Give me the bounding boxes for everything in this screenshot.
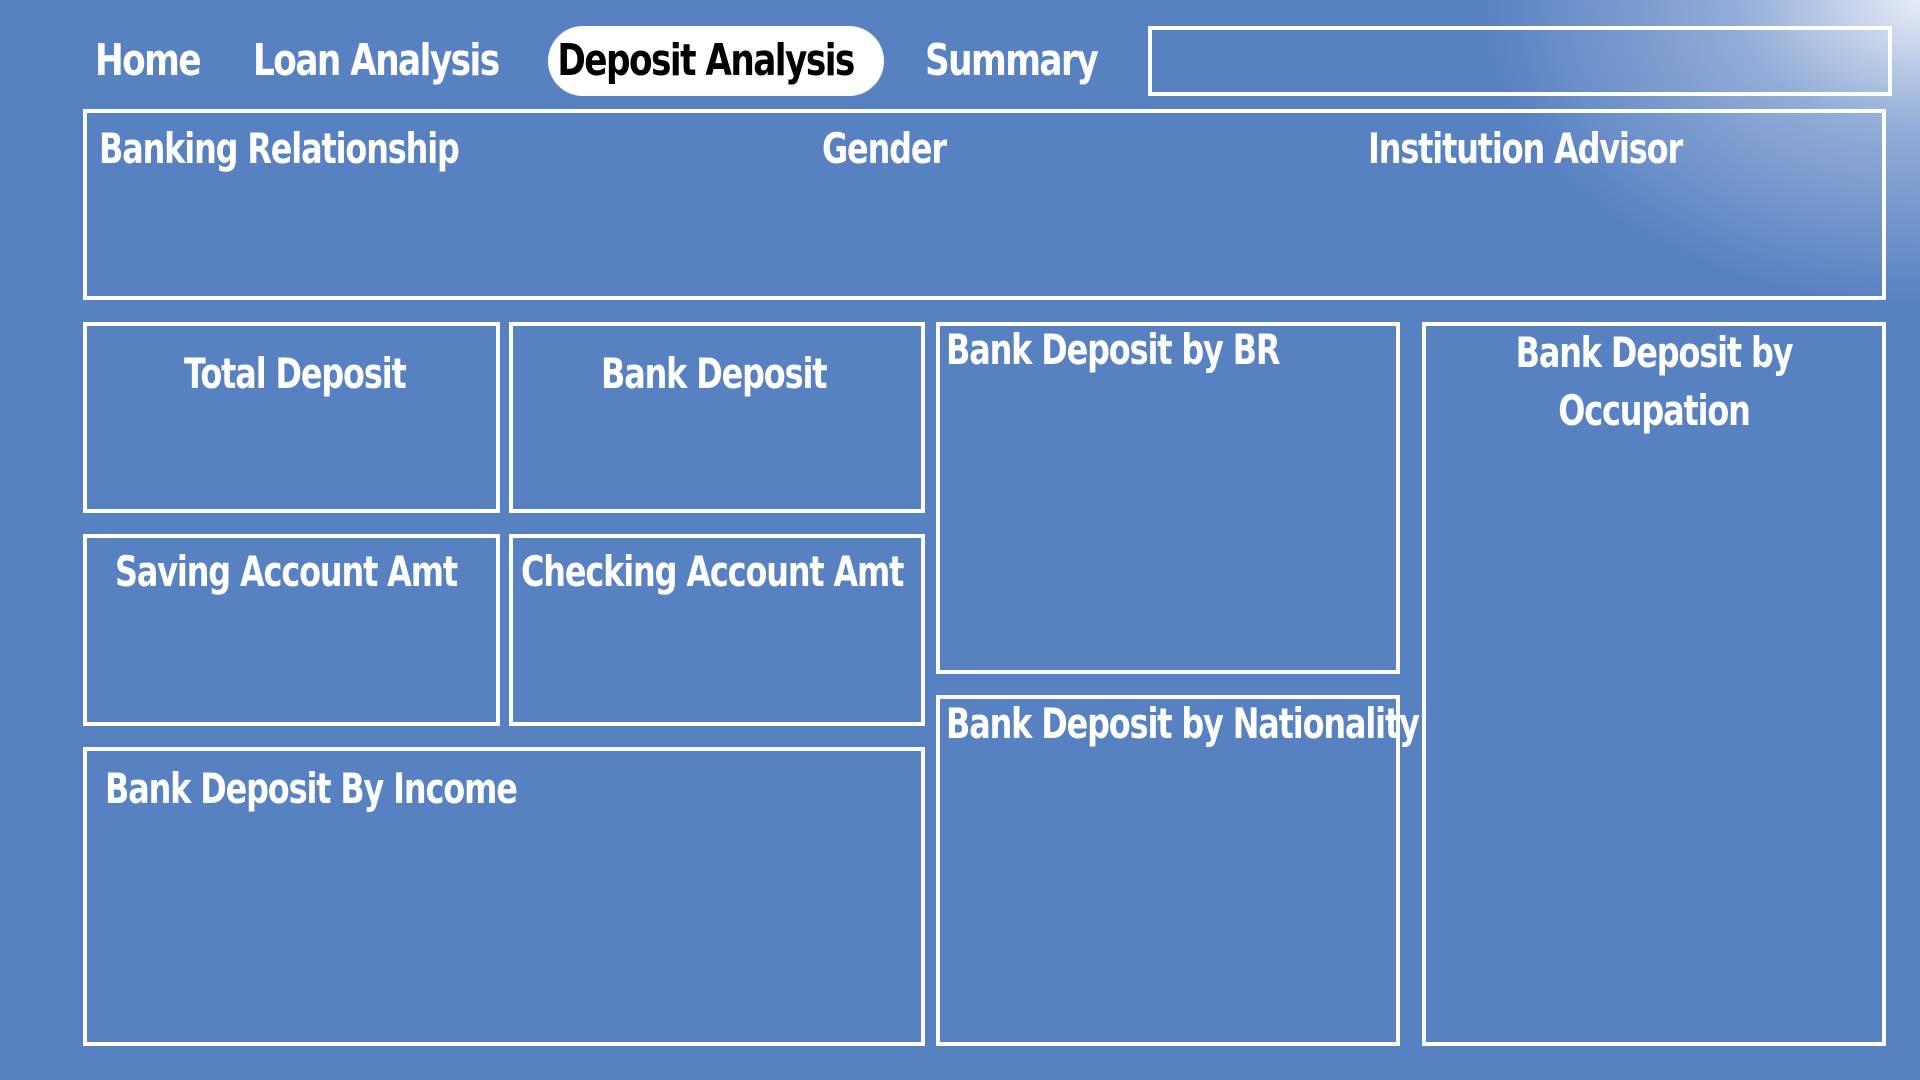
bank-deposit-by-br-visual[interactable]: Bank Deposit by BR (936, 322, 1400, 674)
bank-deposit-by-income-visual[interactable]: Bank Deposit By Income (83, 747, 925, 1046)
bank-deposit-by-occupation-visual[interactable]: Bank Deposit by Occupation (1422, 322, 1886, 1046)
gender-filter[interactable]: Gender (822, 124, 947, 173)
saving-account-amt-card[interactable]: Saving Account Amt (83, 534, 500, 726)
bank-deposit-card[interactable]: Bank Deposit (509, 322, 925, 513)
tab-home[interactable]: Home (95, 35, 202, 86)
checking-account-amt-card[interactable]: Checking Account Amt (509, 534, 925, 726)
tab-deposit-analysis[interactable]: Deposit Analysis (548, 26, 884, 96)
filter-panel: Banking Relationship Gender Institution … (83, 109, 1886, 300)
tab-deposit-analysis-label: Deposit Analysis (557, 35, 855, 86)
banking-relationship-filter[interactable]: Banking Relationship (99, 124, 460, 173)
institution-advisor-filter[interactable]: Institution Advisor (1368, 124, 1683, 173)
tab-summary[interactable]: Summary (925, 35, 1099, 86)
bank-deposit-by-income-title: Bank Deposit By Income (105, 764, 518, 813)
saving-account-amt-title: Saving Account Amt (115, 547, 458, 596)
bank-deposit-by-nationality-visual[interactable]: Bank Deposit by Nationality (936, 695, 1420, 1046)
bank-deposit-by-nationality-title: Bank Deposit by Nationality (946, 699, 1420, 748)
search-input[interactable] (1148, 26, 1892, 96)
checking-account-amt-title: Checking Account Amt (521, 547, 904, 596)
bank-deposit-by-occupation-title: Bank Deposit by Occupation (1515, 328, 1794, 435)
total-deposit-card[interactable]: Total Deposit (83, 322, 500, 513)
bank-deposit-title: Bank Deposit (601, 349, 828, 398)
total-deposit-title: Total Deposit (184, 349, 407, 398)
tab-loan-analysis[interactable]: Loan Analysis (253, 35, 500, 86)
bank-deposit-by-br-title: Bank Deposit by BR (946, 325, 1280, 374)
